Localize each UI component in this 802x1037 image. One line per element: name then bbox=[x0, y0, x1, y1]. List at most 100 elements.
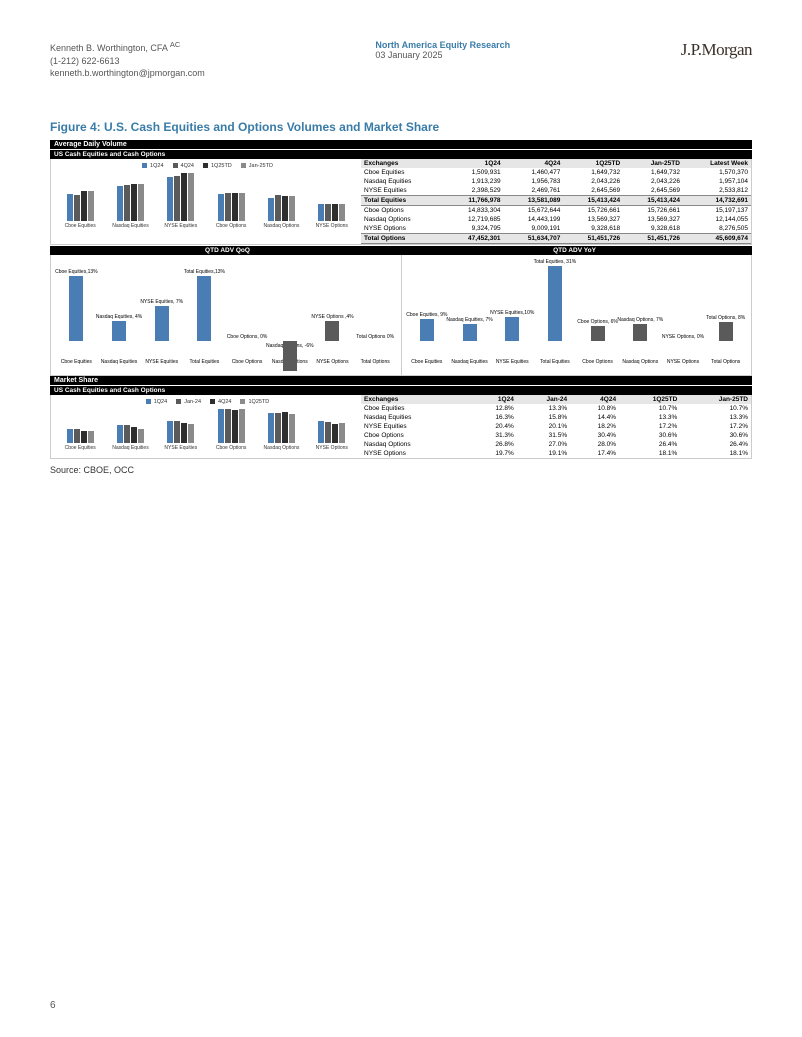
author-name: Kenneth B. Worthington, CFA bbox=[50, 43, 167, 53]
bar-group bbox=[218, 409, 245, 443]
jpmorgan-logo: J.P.Morgan bbox=[681, 40, 752, 60]
ms-content-row: 1Q24Jan-244Q241Q25TD Cboe EquitiesNasdaq… bbox=[50, 395, 752, 459]
bar bbox=[332, 424, 338, 443]
value-bar: NYSE Equities, 7% bbox=[142, 299, 182, 341]
bar bbox=[174, 421, 180, 443]
bar-group bbox=[318, 204, 345, 221]
bar bbox=[218, 194, 224, 221]
bar bbox=[138, 184, 144, 221]
bar bbox=[67, 429, 73, 443]
ms-bars bbox=[55, 407, 357, 443]
yoy-chart: Cboe Equities, 9% Nasdaq Equities, 7% NY… bbox=[401, 255, 752, 375]
adv-bars bbox=[55, 171, 357, 221]
yoy-title: QTD ADV YoY bbox=[401, 247, 748, 254]
bar-group bbox=[318, 421, 345, 443]
value-bar: Cboe Options, 6% bbox=[578, 319, 618, 340]
section-adv-title: Average Daily Volume bbox=[50, 140, 752, 149]
bar bbox=[131, 184, 137, 221]
section-adv-subtitle: US Cash Equities and Cash Options bbox=[50, 149, 752, 159]
bar bbox=[232, 193, 238, 221]
bar bbox=[174, 176, 180, 220]
section-ms-title: Market Share bbox=[50, 376, 752, 385]
bar bbox=[225, 409, 231, 443]
value-bar: Nasdaq Equities, 7% bbox=[450, 317, 490, 341]
bar bbox=[188, 424, 194, 443]
bar bbox=[117, 425, 123, 443]
bar bbox=[74, 429, 80, 443]
bar bbox=[81, 191, 87, 221]
bar bbox=[117, 186, 123, 220]
value-bar: NYSE Options ,4% bbox=[312, 314, 352, 341]
figure-source: Source: CBOE, OCC bbox=[50, 465, 752, 475]
bar bbox=[282, 412, 288, 443]
bar bbox=[325, 422, 331, 443]
bar-group bbox=[117, 184, 144, 221]
bar bbox=[88, 191, 94, 221]
value-bar: Nasdaq Equities, 4% bbox=[99, 314, 139, 341]
bar bbox=[325, 204, 331, 220]
author-phone: (1-212) 622-6613 bbox=[50, 56, 120, 66]
author-suffix: AC bbox=[170, 40, 180, 49]
bar bbox=[218, 409, 224, 443]
page-header: Kenneth B. Worthington, CFA AC (1-212) 6… bbox=[50, 40, 752, 80]
adv-legend: 1Q244Q241Q25TDJan-25TD bbox=[55, 163, 357, 169]
bar bbox=[225, 193, 231, 221]
bar bbox=[67, 194, 73, 221]
bar bbox=[239, 193, 245, 221]
research-title: North America Equity Research bbox=[375, 40, 510, 50]
bar bbox=[167, 177, 173, 220]
section-ms-subtitle: US Cash Equities and Cash Options bbox=[50, 385, 752, 395]
bar bbox=[74, 195, 80, 220]
bar bbox=[289, 414, 295, 443]
research-date: 03 January 2025 bbox=[375, 50, 442, 60]
bar bbox=[289, 196, 295, 220]
bar bbox=[275, 195, 281, 221]
ms-legend: 1Q24Jan-244Q241Q25TD bbox=[55, 399, 357, 405]
value-bar: Nasdaq Options, 7% bbox=[620, 317, 660, 341]
bar bbox=[138, 429, 144, 443]
research-title-block: North America Equity Research 03 January… bbox=[375, 40, 510, 60]
adv-table: Exchanges1Q244Q241Q25TDJan-25TDLatest We… bbox=[361, 159, 751, 244]
bar bbox=[268, 413, 274, 443]
bar bbox=[124, 185, 130, 220]
value-bar: Cboe Equities,13% bbox=[56, 269, 96, 341]
bar-group bbox=[268, 412, 295, 443]
bar-group bbox=[167, 421, 194, 443]
figure-title: Figure 4: U.S. Cash Equities and Options… bbox=[50, 120, 752, 134]
bar bbox=[181, 173, 187, 221]
bar bbox=[188, 173, 194, 221]
value-bar: NYSE Options, 0% bbox=[663, 334, 703, 341]
ms-table: Exchanges1Q24Jan-244Q241Q25TDJan-25TDCbo… bbox=[361, 395, 751, 458]
qoq-yoy-header: QTD ADV QoQ QTD ADV YoY bbox=[50, 245, 752, 255]
bar bbox=[131, 427, 137, 442]
adv-bar-chart: 1Q244Q241Q25TDJan-25TD Cboe EquitiesNasd… bbox=[51, 159, 361, 244]
bar-group bbox=[218, 193, 245, 221]
value-bar: Cboe Equities, 9% bbox=[407, 312, 447, 341]
value-bar: NYSE Equities,10% bbox=[492, 310, 532, 341]
bar bbox=[282, 196, 288, 220]
bar-group bbox=[67, 429, 94, 443]
bar bbox=[181, 423, 187, 443]
bar-group bbox=[268, 195, 295, 221]
bar bbox=[275, 413, 281, 443]
qoq-yoy-row: Cboe Equities,13% Nasdaq Equities, 4% NY… bbox=[50, 255, 752, 376]
author-email: kenneth.b.worthington@jpmorgan.com bbox=[50, 68, 205, 78]
bar-group bbox=[67, 191, 94, 221]
bar-group bbox=[117, 425, 144, 443]
bar bbox=[81, 431, 87, 443]
bar bbox=[239, 409, 245, 443]
bar bbox=[339, 204, 345, 221]
ms-bar-chart: 1Q24Jan-244Q241Q25TD Cboe EquitiesNasdaq… bbox=[51, 395, 361, 458]
adv-bar-labels: Cboe EquitiesNasdaq EquitiesNYSE Equitie… bbox=[55, 223, 357, 229]
bar bbox=[167, 421, 173, 443]
author-block: Kenneth B. Worthington, CFA AC (1-212) 6… bbox=[50, 40, 205, 80]
bar bbox=[232, 410, 238, 443]
bar bbox=[88, 431, 94, 443]
page-number: 6 bbox=[50, 1000, 56, 1011]
value-bar: Cboe Options, 0% bbox=[227, 334, 267, 341]
bar bbox=[318, 421, 324, 443]
value-bar: Total Options, 8% bbox=[706, 315, 746, 341]
value-bar: Total Options 0% bbox=[355, 334, 395, 341]
ms-bar-labels: Cboe EquitiesNasdaq EquitiesNYSE Equitie… bbox=[55, 445, 357, 451]
adv-content-row: 1Q244Q241Q25TDJan-25TD Cboe EquitiesNasd… bbox=[50, 159, 752, 245]
